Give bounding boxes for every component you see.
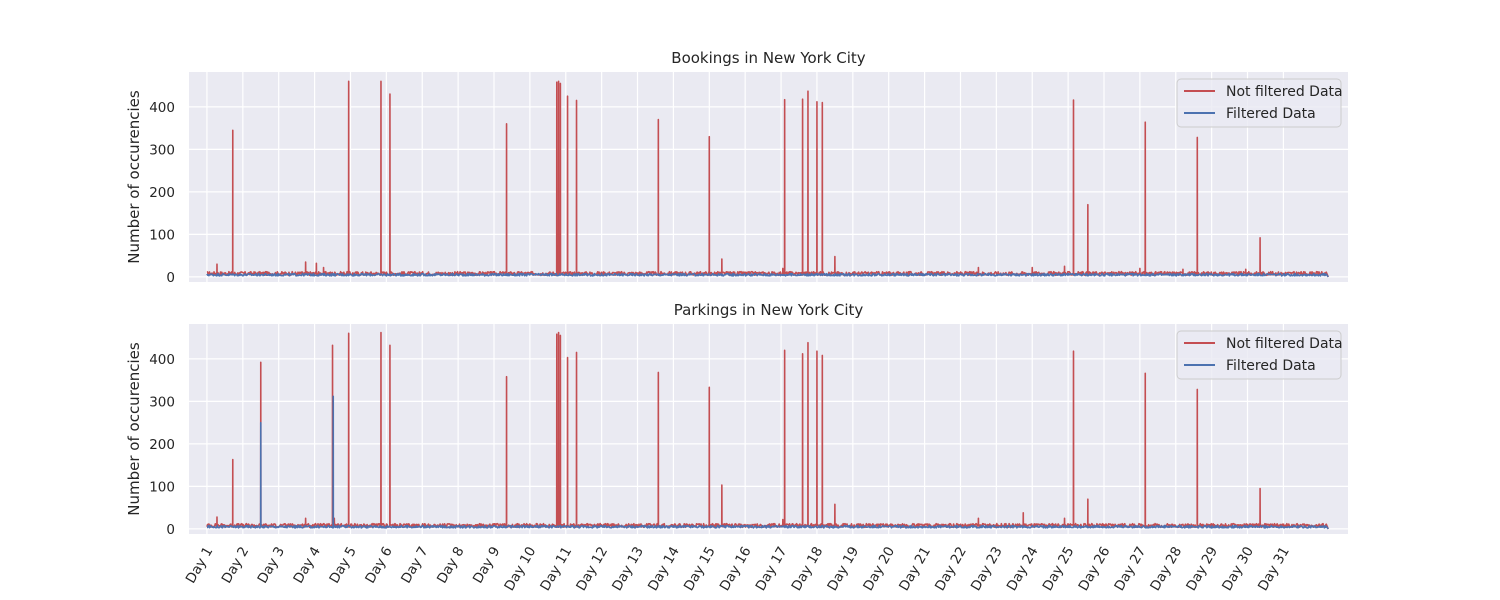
parkings-y-tick-label: 200 — [149, 437, 175, 453]
bookings-y-tick-label: 300 — [149, 142, 175, 158]
parkings-chart-title: Parkings in New York City — [674, 301, 864, 319]
x-tick-label: Day 13 — [609, 544, 647, 594]
bookings-y-tick-label: 400 — [149, 100, 175, 116]
x-tick-label: Day 5 — [326, 544, 360, 586]
x-tick-label: Day 28 — [1147, 544, 1185, 594]
x-tick-label: Day 12 — [573, 544, 611, 594]
bookings-y-tick-label: 0 — [166, 270, 175, 286]
x-tick-label: Day 17 — [753, 544, 791, 594]
x-tick-label: Day 26 — [1076, 544, 1114, 594]
x-tick-label: Day 18 — [788, 544, 826, 594]
bookings-axes-background — [189, 72, 1348, 282]
x-tick-label: Day 14 — [645, 544, 683, 594]
x-tick-label: Day 7 — [398, 544, 432, 586]
bookings-y-tick-label: 200 — [149, 185, 175, 201]
bookings-legend: Not filtered Data Filtered Data — [1176, 78, 1343, 128]
parkings-legend-label-filtered: Filtered Data — [1226, 358, 1316, 374]
x-tick-label: Day 15 — [681, 544, 719, 594]
parkings-y-tick-label: 400 — [149, 352, 175, 368]
parkings-legend-box — [1176, 330, 1342, 380]
x-tick-label: Day 6 — [362, 544, 396, 586]
x-tick-label: Day 30 — [1219, 544, 1257, 594]
parkings-axes-background — [189, 324, 1348, 534]
bookings-y-tick-label: 100 — [149, 227, 175, 243]
bookings-series-filtered — [206, 272, 1329, 278]
parkings-legend-label-not-filtered: Not filtered Data — [1226, 336, 1343, 352]
x-tick-label: Day 16 — [717, 544, 755, 594]
x-tick-label: Day 10 — [501, 544, 539, 594]
parkings-y-tick-label: 0 — [166, 522, 175, 538]
x-tick-label: Day 1 — [183, 544, 217, 586]
x-tick-label: Day 31 — [1255, 544, 1293, 594]
parkings-y-tick-label: 300 — [149, 394, 175, 410]
bookings-series-not-filtered — [206, 80, 1329, 278]
x-tick-labels: Day 1 Day 2 Day 3 Day 4 Day 5 Day 6 Day 7 Day 8… — [183, 544, 1293, 594]
x-tick-label: Day 8 — [434, 544, 468, 586]
bookings-legend-label-not-filtered: Not filtered Data — [1226, 84, 1343, 100]
x-tick-label: Day 3 — [255, 544, 289, 586]
x-tick-label: Day 23 — [968, 544, 1006, 594]
parkings-legend: Not filtered Data Filtered Data — [1176, 330, 1343, 380]
parkings-grid — [189, 324, 1348, 534]
parkings-series-lines — [206, 331, 1329, 530]
bookings-legend-label-filtered: Filtered Data — [1226, 106, 1316, 122]
parkings-y-tick-labels: 0 100 200 300 400 — [149, 352, 175, 538]
x-tick-label: Day 24 — [1004, 544, 1042, 594]
bookings-panel: Bookings in New York City Number of occu… — [125, 49, 1348, 286]
x-tick-label: Day 20 — [860, 544, 898, 594]
x-tick-label: Day 29 — [1183, 544, 1221, 594]
x-tick-label: Day 4 — [290, 544, 324, 586]
bookings-chart-title: Bookings in New York City — [671, 49, 866, 67]
bookings-series-lines — [206, 80, 1329, 278]
bookings-legend-box — [1176, 78, 1342, 128]
x-tick-label: Day 25 — [1040, 544, 1078, 594]
parkings-y-tick-label: 100 — [149, 479, 175, 495]
x-tick-label: Day 27 — [1111, 544, 1149, 594]
x-tick-label: Day 9 — [470, 544, 504, 586]
x-tick-label: Day 22 — [932, 544, 970, 594]
x-tick-label: Day 11 — [537, 544, 575, 594]
parkings-panel: Parkings in New York City Number of occu… — [125, 301, 1348, 594]
x-tick-label: Day 19 — [824, 544, 862, 594]
x-tick-label: Day 21 — [896, 544, 934, 594]
parkings-series-filtered — [206, 395, 1329, 530]
x-tick-label: Day 2 — [219, 544, 253, 586]
parkings-y-axis-label: Number of occurencies — [125, 342, 143, 516]
bookings-y-tick-labels: 0 100 200 300 400 — [149, 100, 175, 286]
bookings-y-axis-label: Number of occurencies — [125, 90, 143, 264]
